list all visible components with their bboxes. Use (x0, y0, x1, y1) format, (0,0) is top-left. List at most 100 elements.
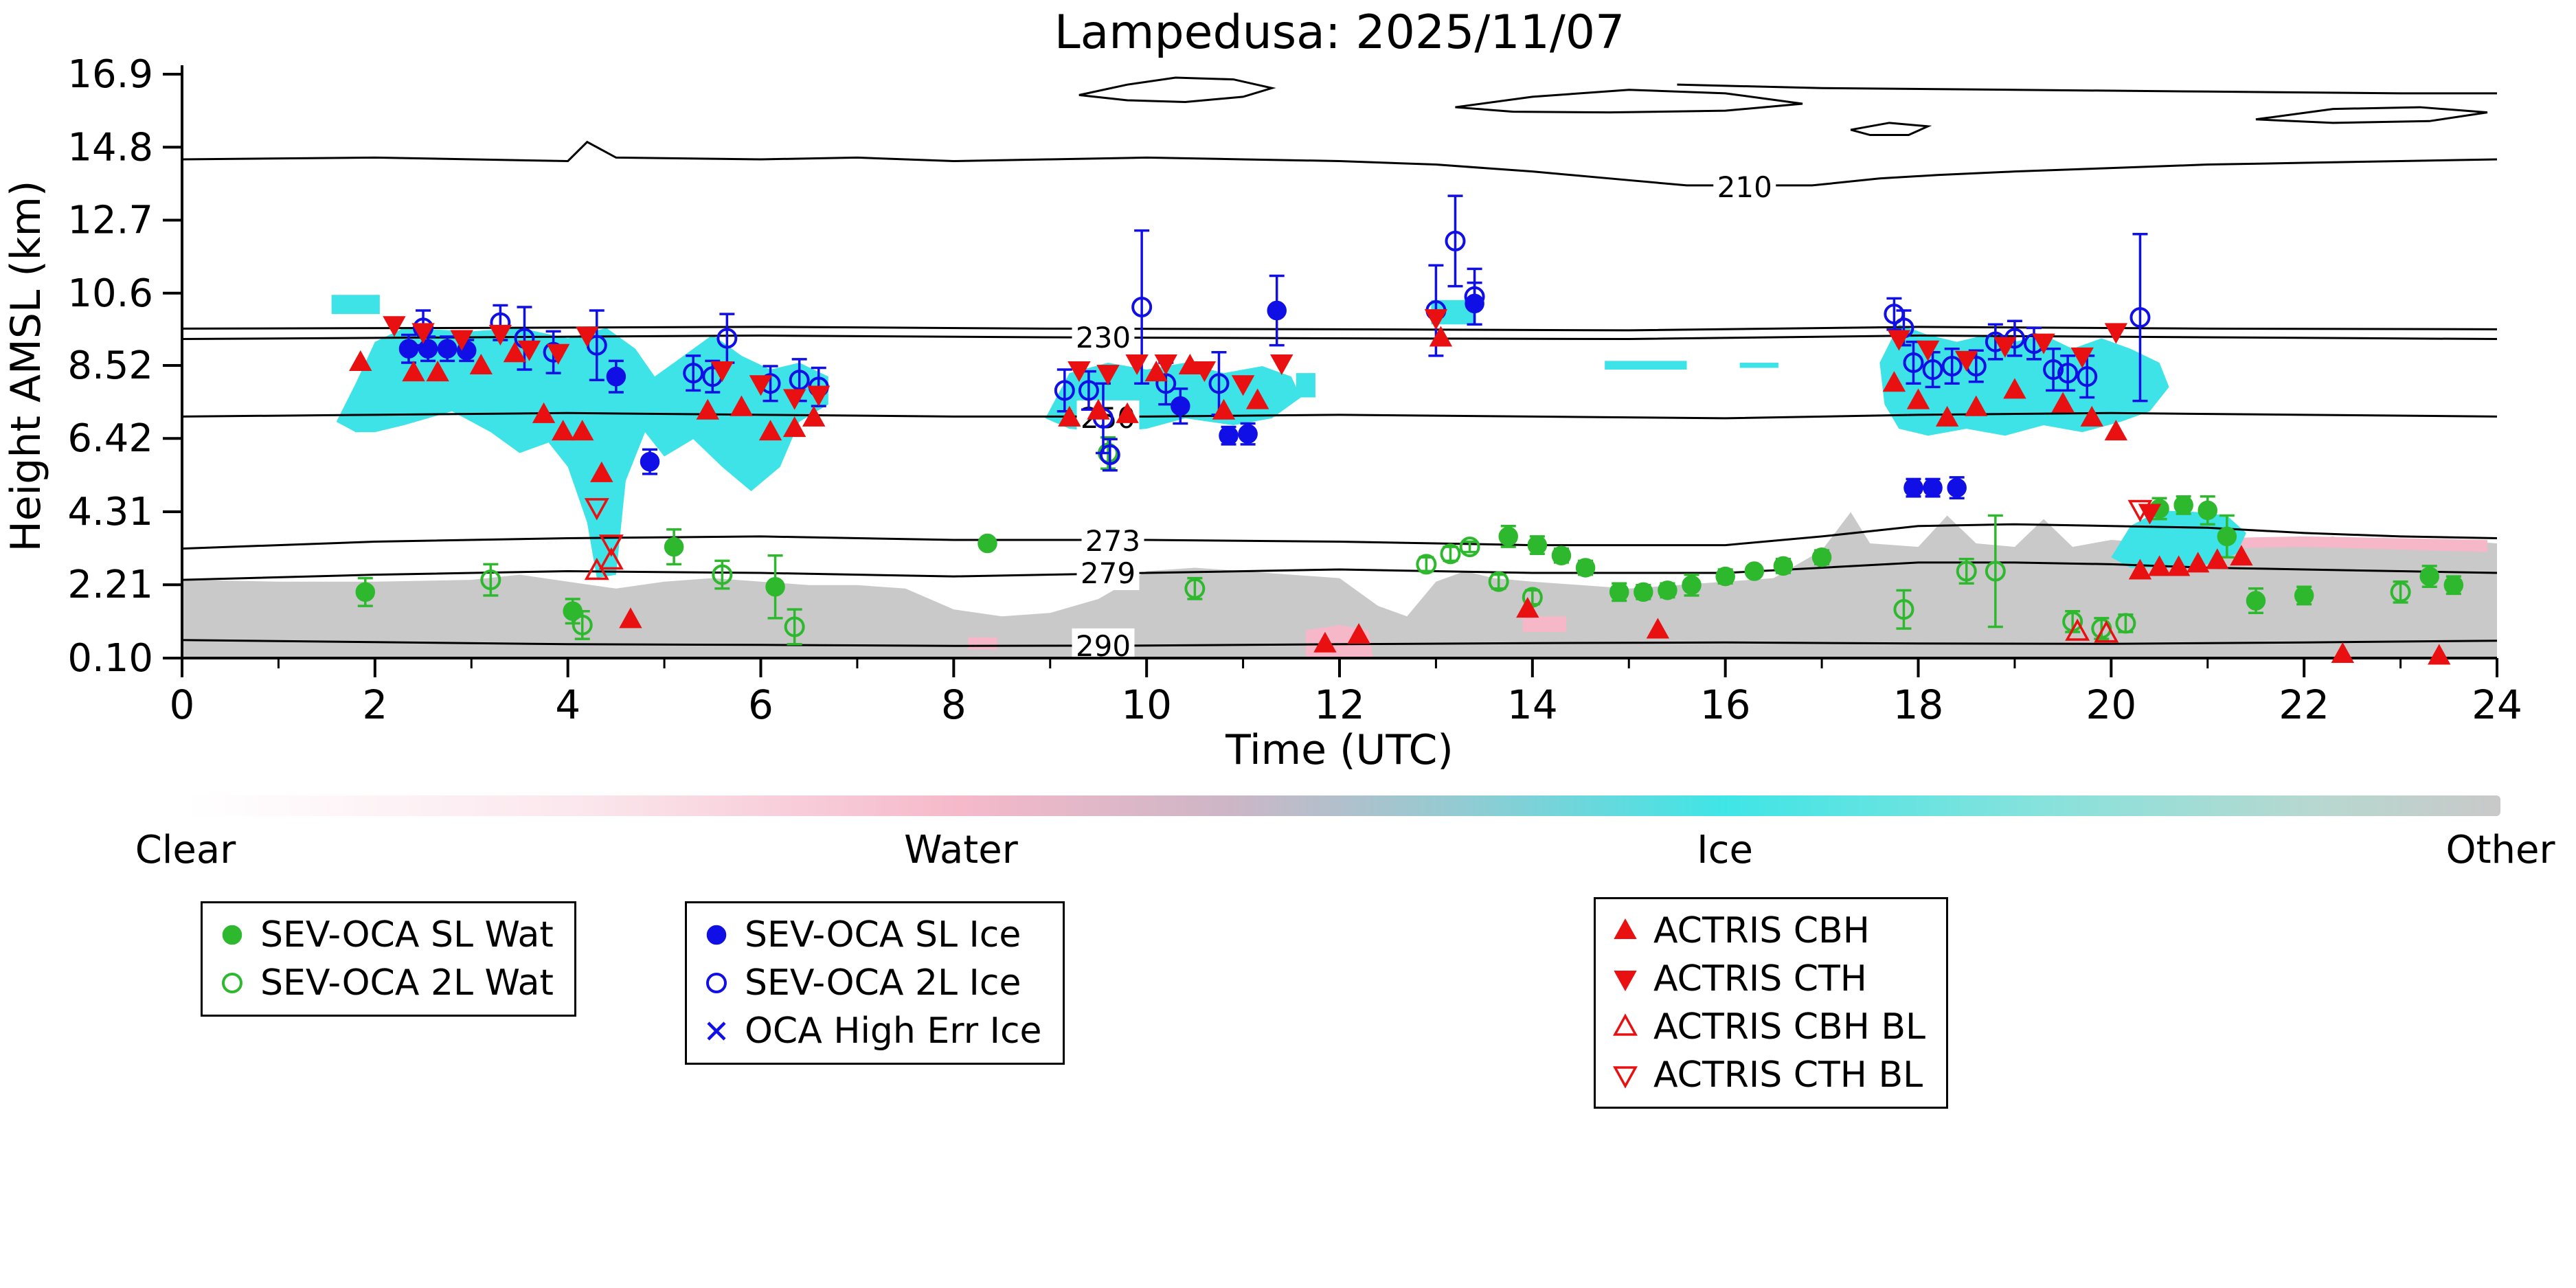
data-point (782, 389, 806, 410)
data-point (1941, 356, 1963, 376)
sev-oca-2l-wat-marker-icon (222, 973, 242, 993)
y-tick-label: 10.6 (67, 271, 153, 316)
data-point (2032, 333, 2055, 354)
y-tick-label: 8.52 (67, 343, 153, 388)
legend-item-actris-cth: ACTRIS CTH (1609, 958, 1925, 999)
contour-label: 210 (1717, 170, 1772, 204)
data-point (572, 614, 593, 635)
data-point (546, 343, 570, 365)
contour-label-halo (1072, 320, 1135, 355)
y-axis-label: Height AMSL (km) (2, 181, 50, 552)
contour-label-halo (1076, 556, 1140, 591)
data-point (571, 420, 594, 441)
data-point (1906, 388, 1930, 409)
data-point (1551, 545, 1572, 565)
data-point (1903, 477, 1923, 498)
data-point (1773, 556, 1794, 576)
data-point (2003, 378, 2026, 399)
data-point (2390, 581, 2411, 602)
data-point (1887, 330, 1911, 351)
contour-line-273 (182, 523, 2497, 550)
data-point (1614, 918, 1637, 939)
x-tick-label: 24 (2472, 681, 2522, 728)
data-point (606, 366, 626, 387)
data-point (1682, 575, 1702, 595)
legend-item-actris-cth-bl: ACTRIS CTH BL (1609, 1054, 1925, 1096)
data-point (710, 361, 734, 383)
data-point (1424, 309, 1448, 330)
data-point (2115, 613, 2136, 634)
contour-line (2255, 106, 2488, 124)
data-point (532, 402, 556, 423)
data-point (707, 1021, 726, 1041)
data-point (1219, 425, 1239, 446)
data-point (1614, 971, 1637, 992)
data-point (1609, 582, 1629, 602)
y-tick-label: 6.42 (67, 416, 153, 461)
data-point (1440, 543, 1461, 565)
legend-label: ACTRIS CTH (1653, 958, 1867, 999)
contour-line-230 (182, 334, 2497, 341)
data-point (1054, 380, 1075, 401)
data-point (758, 420, 782, 441)
legend-label: SEV-OCA 2L Ice (745, 962, 1021, 1004)
data-point (383, 316, 406, 337)
data-point (1464, 286, 1485, 307)
data-point (1116, 402, 1139, 423)
colorbar-label-clear: Clear (135, 828, 236, 872)
legend-item-sev-oca-sl-ice: SEV-OCA SL Ice (701, 914, 1042, 956)
contour-line-210 (182, 140, 2497, 187)
data-point (1613, 1013, 1638, 1036)
y-tick-label: 4.31 (67, 490, 153, 534)
bg-region-water (968, 637, 997, 650)
contour-line (1455, 89, 1803, 114)
data-point (2173, 495, 2193, 515)
legend-item-sev-oca-2l-wat: SEV-OCA 2L Wat (216, 962, 554, 1004)
data-point (2128, 558, 2152, 580)
legend-label: SEV-OCA SL Wat (260, 914, 554, 956)
legend-item-oca-high-err-ice: OCA High Err Ice (701, 1010, 1042, 1052)
data-point (598, 534, 624, 557)
colorbar-label-ice: Ice (1697, 828, 1753, 872)
sev-oca-sl-wat-marker-icon (222, 925, 242, 945)
data-point (1658, 580, 1677, 600)
contour-label: 230 (1076, 321, 1131, 354)
y-tick-label: 0.10 (67, 636, 153, 681)
colorbar-label-water: Water (904, 828, 1019, 872)
data-point (398, 339, 419, 359)
x-tick-label: 8 (941, 681, 967, 728)
data-point (2065, 618, 2090, 641)
actris-cth-bl-marker-icon (1613, 1066, 1638, 1089)
x-tick-label: 0 (170, 681, 195, 728)
data-point (696, 398, 719, 420)
y-tick-label: 2.21 (67, 563, 153, 607)
data-point (1613, 1066, 1638, 1089)
data-point (2419, 566, 2439, 587)
data-point (1882, 371, 1906, 392)
data-point (2331, 642, 2355, 663)
contour-label: 279 (1081, 556, 1136, 590)
data-point (480, 569, 501, 591)
data-point (1087, 398, 1110, 420)
series-actris-cbh-bl (584, 547, 2119, 643)
data-point (2077, 366, 2098, 387)
data-point (2080, 405, 2103, 427)
data-point (1267, 300, 1287, 321)
data-point (1313, 631, 1337, 653)
data-point (2051, 392, 2075, 413)
series-actris-cbh (349, 326, 2451, 665)
data-point (784, 616, 805, 637)
data-point (450, 330, 473, 351)
data-point (402, 361, 425, 382)
data-point (2443, 575, 2464, 595)
data-point (619, 607, 642, 629)
data-point (2057, 363, 2079, 384)
chart-title: Lampedusa: 2025/11/07 (1054, 5, 1625, 60)
data-point (1144, 361, 1168, 382)
data-point (2127, 499, 2153, 523)
data-point (1231, 375, 1255, 396)
sev-oca-2l-ice-marker-icon (706, 973, 727, 993)
data-point (1429, 326, 1453, 347)
data-point (2294, 585, 2314, 606)
data-point (517, 340, 541, 361)
